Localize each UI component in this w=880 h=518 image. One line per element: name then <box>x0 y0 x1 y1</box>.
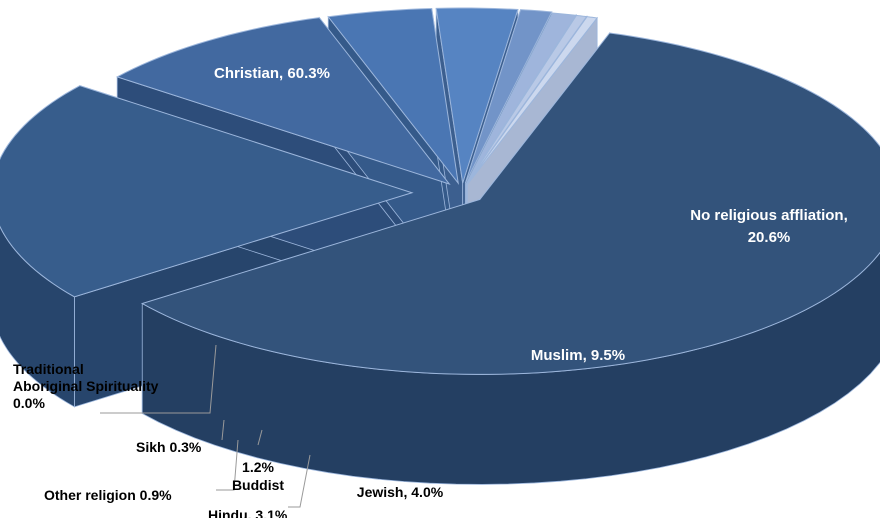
slice-christian <box>140 32 880 375</box>
slice-sikh <box>466 14 588 185</box>
slice-muslim <box>115 17 451 185</box>
data-label-jewish: Jewish, 4.0% <box>357 484 444 500</box>
leader-line-buddist <box>257 429 263 446</box>
slice-jewish <box>327 8 460 185</box>
slice-top-faces <box>0 7 880 375</box>
leader-lines <box>100 344 311 508</box>
leader-line-hindu <box>288 454 311 508</box>
data-label-other-religion: Other religion 0.9% <box>44 487 172 503</box>
data-label-sikh: Sikh 0.3% <box>136 439 202 455</box>
slice-hindu <box>435 7 519 184</box>
data-labels: Christian, 60.3% No religious affliation,… <box>13 65 848 518</box>
data-label-traditional-aboriginal-spirituality: Traditional Aboriginal Spirituality 0.0% <box>13 361 159 411</box>
leader-line-traditional-aboriginal-spirituality <box>100 344 217 414</box>
data-label-christian: Christian, 60.3% <box>214 65 330 82</box>
slice-traditional-aboriginal-spirituality <box>466 16 599 185</box>
slice-buddist <box>464 9 553 184</box>
data-label-no-religious-affliation: No religious affliation, 20.6% <box>690 207 848 246</box>
slice-no-religious-affliation <box>0 85 414 298</box>
slice-other-religion <box>465 12 577 185</box>
leader-line-sikh <box>221 419 225 441</box>
leader-line-other-religion <box>216 439 239 491</box>
data-label-hindu: Hindu, 3.1% <box>208 507 288 518</box>
data-label-buddist: 1.2% Buddist <box>232 459 284 493</box>
data-label-muslim: Muslim, 9.5% <box>531 347 625 364</box>
